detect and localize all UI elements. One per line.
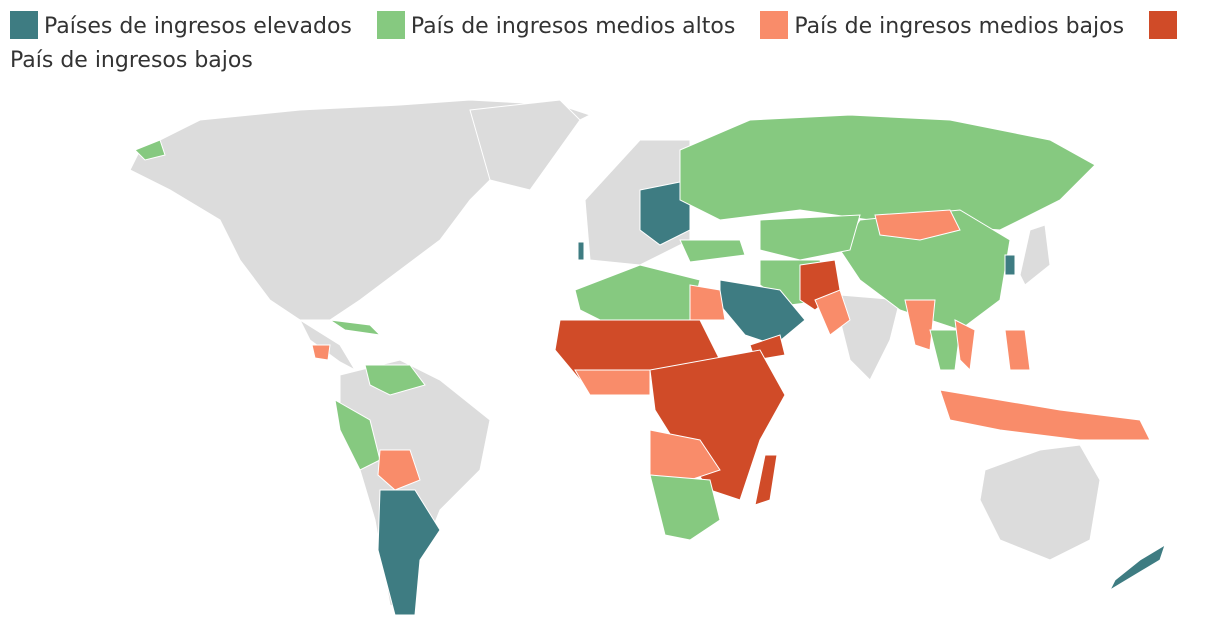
region [377,489,441,616]
region [929,329,961,371]
region [954,319,976,372]
region [689,284,726,321]
region [874,209,961,241]
region [1004,254,1016,276]
region [649,349,786,501]
region [364,364,426,396]
legend-item: Países de ingresos elevados [10,11,352,39]
legend-label: País de ingresos medios altos [410,14,736,39]
region [679,114,1096,231]
legend-label: Países de ingresos elevados [44,14,352,39]
region [1004,329,1031,371]
north-america [129,99,592,321]
legend-item: País de ingresos bajos [10,11,1183,73]
region [577,241,585,261]
region [574,369,651,396]
region [904,299,936,351]
legend-label: País de ingresos bajos [10,48,253,73]
india [839,294,901,381]
region [329,319,382,336]
region [334,399,381,471]
legend-item: País de ingresos medios altos [376,11,736,39]
income-regions [134,114,1166,616]
australia [979,444,1101,561]
region [649,474,721,541]
region [814,289,851,336]
legend-swatch [376,11,405,39]
region [759,214,861,261]
legend-item: País de ingresos medios bajos [760,11,1125,39]
legend: Países de ingresos elevados País de ingr… [10,10,1200,78]
region [377,449,421,491]
legend-swatch [760,11,789,39]
region [134,139,166,161]
legend-swatch [10,11,38,39]
japan [1019,224,1051,286]
legend-swatch [1149,11,1178,39]
region [1108,543,1166,592]
region [679,239,746,263]
legend-label: País de ingresos medios bajos [794,14,1125,39]
region [939,389,1151,441]
region [311,344,331,361]
greenland [469,99,581,191]
region [649,429,721,481]
region [754,454,778,506]
